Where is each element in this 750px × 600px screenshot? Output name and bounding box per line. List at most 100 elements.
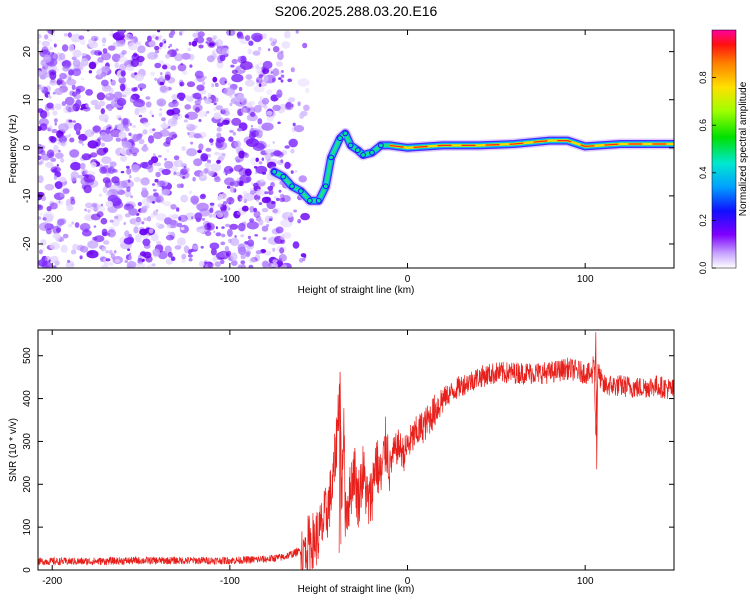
noise-blob <box>52 233 61 239</box>
noise-blob <box>221 226 225 229</box>
noise-blob <box>278 70 282 75</box>
figure-title: S206.2025.288.03.20.E16 <box>275 3 438 19</box>
noise-blob <box>50 78 56 84</box>
noise-blob <box>82 229 92 237</box>
snr-line-layer <box>38 332 674 570</box>
noise-blob <box>106 94 110 97</box>
noise-blob <box>126 165 130 169</box>
noise-blob <box>56 69 59 72</box>
noise-blob <box>173 155 180 161</box>
noise-blob <box>118 117 122 121</box>
noise-blob <box>229 129 234 133</box>
noise-blob <box>205 230 212 237</box>
noise-blob <box>242 191 248 195</box>
noise-blob <box>54 181 63 190</box>
colorbar-tick-label: 0.2 <box>698 214 708 227</box>
noise-blob <box>131 217 142 226</box>
noise-blob <box>107 229 116 238</box>
noise-blob <box>105 192 111 197</box>
noise-blob <box>192 244 199 250</box>
noise-blob <box>206 55 215 63</box>
noise-blob <box>272 141 275 144</box>
noise-blob <box>215 139 224 148</box>
noise-blob <box>231 58 238 65</box>
noise-blob <box>170 65 177 71</box>
noise-blob <box>85 89 93 96</box>
noise-blob <box>176 171 181 177</box>
noise-blob <box>139 228 148 236</box>
noise-blob <box>135 234 142 243</box>
noise-blob <box>168 163 172 168</box>
signal-node <box>271 168 278 175</box>
noise-blob <box>65 103 77 113</box>
noise-blob <box>254 254 261 262</box>
noise-blob <box>302 42 308 49</box>
noise-blob <box>101 52 112 61</box>
noise-blob <box>209 138 214 143</box>
noise-blob <box>271 38 276 42</box>
noise-blob <box>233 164 244 172</box>
noise-blob <box>49 202 58 210</box>
noise-blob <box>141 187 147 191</box>
noise-blob <box>114 124 118 129</box>
noise-blob <box>140 177 150 186</box>
noise-blob <box>180 194 189 203</box>
noise-blob <box>38 216 42 220</box>
noise-blob <box>266 144 271 147</box>
noise-blob <box>215 105 223 111</box>
noise-blob <box>94 50 103 56</box>
noise-blob <box>140 161 149 169</box>
noise-blob <box>70 249 77 255</box>
noise-blob <box>101 79 109 87</box>
noise-blob <box>216 126 222 132</box>
noise-blob <box>130 195 133 199</box>
noise-blob <box>291 104 294 107</box>
noise-blob <box>147 216 152 222</box>
noise-blob <box>213 230 216 234</box>
noise-blob <box>187 249 192 255</box>
noise-blob <box>261 207 269 213</box>
noise-blob <box>109 161 117 167</box>
noise-blob <box>38 70 42 75</box>
noise-blob <box>150 71 156 76</box>
noise-blob <box>92 244 98 249</box>
noise-blob <box>49 53 58 61</box>
noise-blob <box>54 103 62 110</box>
noise-blob <box>157 30 161 33</box>
noise-blob <box>167 251 173 258</box>
noise-blob <box>81 53 87 57</box>
noise-blob <box>168 46 171 49</box>
noise-blob <box>256 199 260 203</box>
noise-blob <box>68 223 73 228</box>
noise-blob <box>210 163 222 172</box>
noise-blob <box>139 106 146 111</box>
noise-blob <box>161 168 171 176</box>
noise-blob <box>186 81 196 88</box>
noise-blob <box>290 67 295 73</box>
noise-blob <box>229 237 240 246</box>
noise-blob <box>255 129 263 139</box>
noise-blob <box>97 137 101 142</box>
noise-blob <box>38 249 43 255</box>
noise-blob <box>128 132 132 137</box>
signal-node <box>337 135 343 142</box>
noise-blob <box>141 198 151 206</box>
noise-blob <box>261 172 267 175</box>
noise-blob <box>189 64 193 68</box>
noise-blob <box>272 247 276 252</box>
noise-blob <box>101 65 111 73</box>
spectrogram-heatmap <box>38 30 674 268</box>
noise-blob <box>224 177 235 186</box>
noise-blob <box>204 98 213 104</box>
noise-blob <box>245 74 253 80</box>
noise-blob <box>268 218 273 221</box>
noise-blob <box>180 168 188 175</box>
noise-blob <box>253 34 262 43</box>
noise-blob <box>173 171 177 175</box>
noise-blob <box>137 201 142 207</box>
noise-blob <box>154 45 160 51</box>
noise-blob <box>97 57 104 63</box>
noise-blob <box>59 218 67 225</box>
y-tick-label: 300 <box>22 433 33 450</box>
noise-blob <box>195 36 205 44</box>
